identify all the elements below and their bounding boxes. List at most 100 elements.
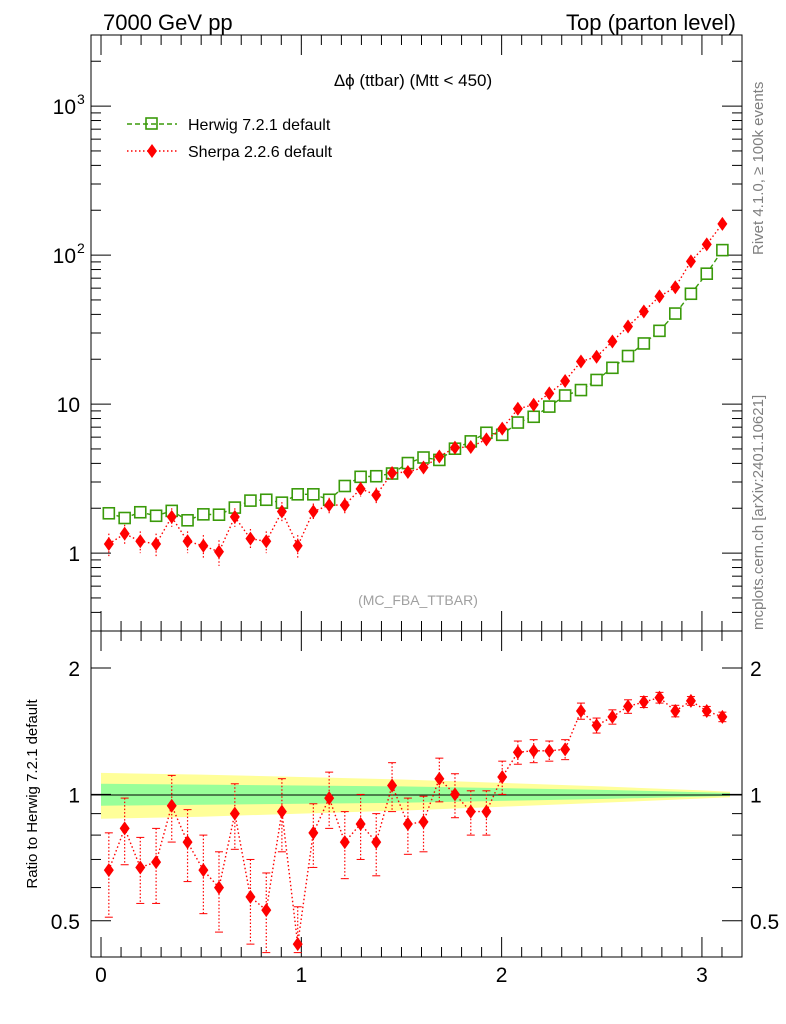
y-tick-exponent: 3 xyxy=(77,91,85,107)
sherpa-point xyxy=(591,349,602,364)
ratio-point xyxy=(119,821,130,836)
sherpa-point xyxy=(151,537,162,552)
ratio-point xyxy=(276,804,287,819)
ratio-point xyxy=(135,860,146,875)
sherpa-point xyxy=(402,465,413,480)
legend-entry-sherpa: Sherpa 2.2.6 default xyxy=(127,144,333,161)
sherpa-line xyxy=(108,223,723,553)
ratio-point xyxy=(623,699,634,714)
ratio-point xyxy=(213,880,224,895)
mcplots-label: mcplots.cern.ch [arXiv:2401.10621] xyxy=(750,395,767,630)
herwig-point xyxy=(716,243,729,257)
sherpa-point xyxy=(324,498,335,513)
ratio-point xyxy=(166,798,177,813)
herwig-point xyxy=(338,479,352,493)
ratio-axis-ticks: 0.5 0.5 1 1 2 2 xyxy=(51,631,779,957)
watermark: (MC_FBA_TTBAR) xyxy=(358,592,478,608)
ratio-y-tick-label-right: 0.5 xyxy=(750,911,779,934)
ratio-point xyxy=(229,806,240,821)
ratio-point xyxy=(701,703,712,718)
herwig-point xyxy=(181,513,194,527)
y-tick-label: 10 xyxy=(57,394,80,417)
sherpa-point xyxy=(135,534,146,549)
sherpa-point xyxy=(497,421,508,436)
sherpa-point xyxy=(654,289,665,304)
herwig-point xyxy=(133,505,147,519)
herwig-point xyxy=(590,373,603,387)
header-right: Top (parton level) xyxy=(566,10,736,35)
legend: Herwig 7.2.1 default Sherpa 2.2.6 defaul… xyxy=(127,117,333,161)
x-tick-label: 0 xyxy=(95,964,107,987)
ratio-bands xyxy=(101,772,730,819)
sherpa-point xyxy=(449,440,460,455)
sherpa-point xyxy=(339,498,350,513)
ratio-point xyxy=(497,770,508,785)
sherpa-point xyxy=(387,465,398,480)
herwig-point xyxy=(212,508,226,521)
herwig-point xyxy=(574,383,588,397)
sherpa-point xyxy=(213,544,224,559)
ratio-point xyxy=(292,937,303,952)
herwig-point xyxy=(307,488,320,501)
ratio-point xyxy=(591,718,602,733)
ratio-point xyxy=(402,817,413,832)
herwig-point xyxy=(149,509,163,523)
herwig-point xyxy=(354,470,367,484)
ratio-point xyxy=(434,771,445,786)
x-tick-labels: 0 1 2 3 xyxy=(95,964,708,987)
rivet-label: Rivet 4.1.0, ≥ 100k events xyxy=(750,82,767,255)
sherpa-point xyxy=(182,534,193,549)
x-tick-label: 2 xyxy=(496,964,508,987)
legend-herwig-marker xyxy=(145,117,158,130)
y-tick-exponent: 2 xyxy=(77,240,85,256)
ratio-point xyxy=(607,709,618,724)
sherpa-point xyxy=(166,509,177,524)
y-tick-label: 10 xyxy=(53,96,76,119)
ratio-point xyxy=(418,814,429,829)
ratio-point xyxy=(182,835,193,850)
ratio-point xyxy=(465,804,476,819)
herwig-point xyxy=(244,494,257,507)
herwig-point xyxy=(668,307,682,320)
x-tick-label: 3 xyxy=(696,964,708,987)
herwig-point xyxy=(653,324,666,338)
ratio-point xyxy=(371,835,382,850)
ratio-point xyxy=(151,855,162,870)
sherpa-point xyxy=(434,449,445,464)
sherpa-point xyxy=(481,432,492,447)
legend-sherpa-marker xyxy=(147,144,157,158)
ratio-point xyxy=(308,825,319,840)
ratio-y-label: Ratio to Herwig 7.2.1 default xyxy=(24,699,41,889)
ratio-point xyxy=(324,791,335,806)
ratio-point xyxy=(481,804,492,819)
herwig-point xyxy=(118,511,131,525)
herwig-point xyxy=(684,287,698,301)
ratio-point xyxy=(512,745,523,760)
legend-herwig-label: Herwig 7.2.1 default xyxy=(188,117,331,134)
legend-entry-herwig: Herwig 7.2.1 default xyxy=(127,117,331,134)
sherpa-point xyxy=(512,401,523,416)
herwig-point xyxy=(197,508,210,521)
sherpa-point xyxy=(355,481,366,496)
ratio-point xyxy=(355,817,366,832)
ratio-plot: 0.5 0.5 1 1 2 2 Ratio to Herwig 7.2.1 default… xyxy=(24,630,779,987)
sherpa-point xyxy=(528,397,539,412)
sherpa-point xyxy=(245,531,256,546)
herwig-point xyxy=(527,410,540,424)
sherpa-point xyxy=(119,526,130,541)
sherpa-point xyxy=(103,537,114,552)
sherpa-point xyxy=(670,280,681,295)
herwig-point xyxy=(543,400,556,413)
legend-sherpa-label: Sherpa 2.2.6 default xyxy=(188,144,333,161)
herwig-line xyxy=(108,249,723,522)
ratio-point xyxy=(654,690,665,705)
ratio-y-tick-label-right: 1 xyxy=(750,784,762,807)
sherpa-point xyxy=(717,216,728,231)
ratio-y-tick-label-right: 2 xyxy=(750,658,762,681)
y-tick-label: 10 xyxy=(53,245,76,268)
sherpa-point xyxy=(623,319,634,334)
herwig-point xyxy=(259,493,273,507)
ratio-point xyxy=(339,835,350,850)
